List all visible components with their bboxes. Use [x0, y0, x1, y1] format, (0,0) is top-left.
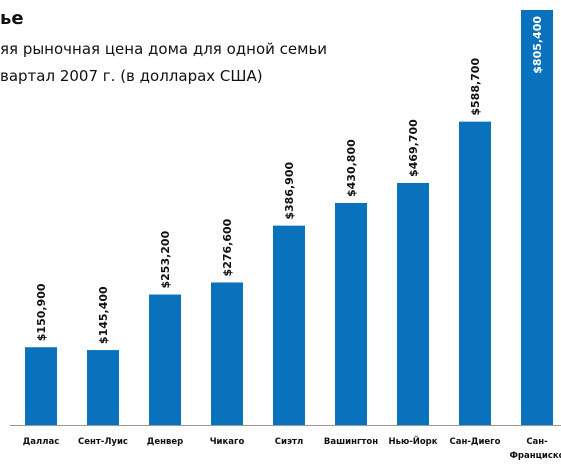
- x-tick-label-line: Франциско: [509, 451, 561, 461]
- value-label: $469,700: [407, 119, 420, 177]
- x-tick-label: Сент-Луис: [78, 437, 128, 447]
- x-tick-label: Вашингтон: [324, 437, 378, 447]
- bar: [459, 121, 491, 425]
- x-tick-label: Сиэтл: [275, 437, 303, 447]
- value-label: $145,400: [97, 286, 110, 344]
- bar: [149, 294, 181, 425]
- x-tick-label: Сан-Диего: [450, 437, 501, 447]
- chart-subtitle: вартал 2007 г. (в долларах США): [0, 67, 263, 85]
- value-label: $430,800: [345, 139, 358, 197]
- x-tick-label: Денвер: [147, 437, 183, 447]
- value-label: $805,400: [531, 16, 544, 74]
- bar: [335, 203, 367, 425]
- bar: [87, 350, 119, 425]
- bar: [25, 347, 57, 425]
- x-tick-label: Даллас: [23, 437, 60, 447]
- bar: [397, 182, 429, 425]
- value-label: $150,900: [35, 283, 48, 341]
- x-tick-label: Сан- Франциско: [509, 437, 561, 461]
- x-tick-label: Нью-Йорк: [388, 435, 437, 447]
- chart-subtitle: яя рыночная цена дома для одной семьи: [0, 40, 327, 58]
- x-tick-label-line: Сан-: [526, 437, 548, 447]
- x-tick-label: Чикаго: [210, 437, 245, 447]
- bar: [521, 9, 553, 425]
- value-label: $588,700: [469, 58, 482, 116]
- value-label: $386,900: [283, 162, 296, 220]
- bar: [211, 282, 243, 425]
- value-label: $276,600: [221, 218, 234, 276]
- value-label: $253,200: [159, 230, 172, 288]
- chart-title: ье: [0, 8, 24, 29]
- bar: [273, 225, 305, 425]
